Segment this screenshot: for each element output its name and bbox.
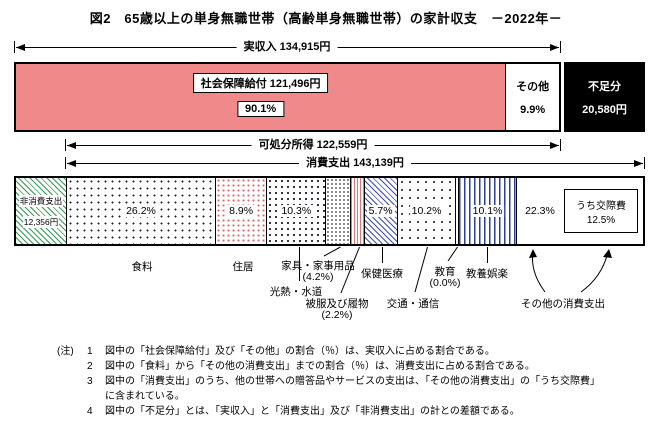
figure-title: 図2 65歳以上の単身無職世帯（高齢単身無職世帯）の家計収支 －2022年－ bbox=[89, 11, 563, 26]
deficit-label: 不足分 bbox=[588, 80, 621, 93]
segment-medical-percent: 5.7% bbox=[366, 205, 395, 217]
caption-education-percent: (0.0%) bbox=[429, 277, 461, 289]
income-total-label: 実収入 134,915円 bbox=[236, 41, 338, 54]
social-expenses-label: うち交際費 bbox=[576, 200, 626, 212]
caption-recreation: 教養娯楽 bbox=[466, 268, 508, 280]
note-item: 3 図中の「消費支出」のうち、他の世帯への贈答品やサービスの支出は、「その他の消… bbox=[57, 374, 605, 404]
segment-furniture bbox=[326, 178, 352, 244]
segment-clothing bbox=[351, 178, 365, 244]
note-item: (注) 1 図中の「社会保障給付」及び「その他」の割合（％）は、実収入に占める割… bbox=[57, 344, 605, 359]
segment-housing-percent: 8.9% bbox=[227, 205, 256, 217]
segment-other-consumption: 22.3% うち交際費 12.5% bbox=[517, 178, 643, 244]
other-income-segment: その他 9.9% bbox=[506, 64, 559, 130]
non-consumption-segment: 非消費支出 12,356円 bbox=[16, 178, 67, 244]
note-prefix: (注) bbox=[57, 346, 74, 357]
other-income-percent: 9.9% bbox=[520, 104, 546, 116]
social-security-label: 社会保障給付 121,496円 bbox=[192, 73, 329, 93]
expenditure-bar: 非消費支出 12,356円 26.2% 8.9% 10.3% 5.7% 10.2… bbox=[14, 176, 645, 246]
segment-recreation: 10.1% bbox=[459, 178, 518, 244]
note-number: 2 bbox=[87, 361, 93, 372]
segment-transport: 10.2% bbox=[397, 178, 457, 244]
segment-medical: 5.7% bbox=[364, 178, 398, 244]
caption-food: 食料 bbox=[131, 261, 153, 273]
other-income-label: その他 bbox=[516, 81, 550, 93]
social-expenses-box: うち交際費 12.5% bbox=[564, 189, 638, 233]
segment-utilities: 10.3% bbox=[267, 178, 327, 244]
note-text: 図中の「食料」から「その他の消費支出」までの割合（％）は、消費支出に占める割合で… bbox=[105, 361, 535, 372]
caption-transport: 交通・通信 bbox=[386, 298, 440, 310]
note-text: 図中の「消費支出」のうち、他の世帯への贈答品やサービスの支出は、「その他の消費支… bbox=[105, 376, 600, 402]
segment-housing: 8.9% bbox=[215, 178, 268, 244]
caption-clothing-percent: (2.2%) bbox=[321, 309, 353, 321]
note-number: 4 bbox=[87, 406, 93, 417]
note-text: 図中の「不足分」とは、「実収入」と「消費支出」及び「非消費支出」の計との差額であ… bbox=[105, 406, 520, 417]
consumption-total-label: 消費支出 143,139円 bbox=[299, 157, 411, 170]
note-number: 3 bbox=[87, 376, 93, 387]
deficit-box: 不足分 20,580円 bbox=[564, 62, 645, 132]
note-number: 1 bbox=[87, 346, 93, 357]
caption-medical: 保健医療 bbox=[361, 268, 403, 280]
income-bar: 社会保障給付 121,496円 90.1% その他 9.9% bbox=[14, 62, 561, 132]
caption-clothing: 被服及び履物 bbox=[305, 298, 369, 310]
social-expenses-percent: 12.5% bbox=[586, 214, 616, 226]
segment-recreation-percent: 10.1% bbox=[470, 205, 505, 217]
segment-food: 26.2% bbox=[67, 178, 216, 244]
caption-utilities: 光熱・水道 bbox=[269, 286, 323, 298]
segment-transport-percent: 10.2% bbox=[409, 205, 444, 217]
note-item: 2 図中の「食料」から「その他の消費支出」までの割合（％）は、消費支出に占める割… bbox=[57, 359, 605, 374]
social-security-segment: 社会保障給付 121,496円 90.1% bbox=[16, 64, 507, 130]
disposable-income-label: 可処分所得 122,559円 bbox=[251, 139, 375, 152]
non-consumption-amount: 12,356円 bbox=[22, 215, 60, 228]
social-security-percent: 90.1% bbox=[237, 101, 285, 117]
note-item: 4 図中の「不足分」とは、「実収入」と「消費支出」及び「非消費支出」の計との差額… bbox=[57, 404, 605, 419]
caption-furniture-percent: (4.2%) bbox=[302, 271, 334, 283]
caption-other-consumption: その他の消費支出 bbox=[521, 298, 605, 310]
non-consumption-label: 非消費支出 bbox=[18, 194, 64, 207]
deficit-amount: 20,580円 bbox=[582, 103, 627, 116]
segment-utilities-percent: 10.3% bbox=[279, 205, 314, 217]
segment-other-consumption-percent: 22.3% bbox=[523, 205, 557, 217]
caption-housing: 住居 bbox=[232, 261, 254, 273]
note-text: 図中の「社会保障給付」及び「その他」の割合（％）は、実収入に占める割合である。 bbox=[105, 346, 495, 357]
notes: (注) 1 図中の「社会保障給付」及び「その他」の割合（％）は、実収入に占める割… bbox=[57, 344, 605, 419]
caption-education: 教育 bbox=[434, 266, 456, 278]
segment-food-percent: 26.2% bbox=[124, 205, 158, 217]
segment-education bbox=[456, 178, 460, 244]
